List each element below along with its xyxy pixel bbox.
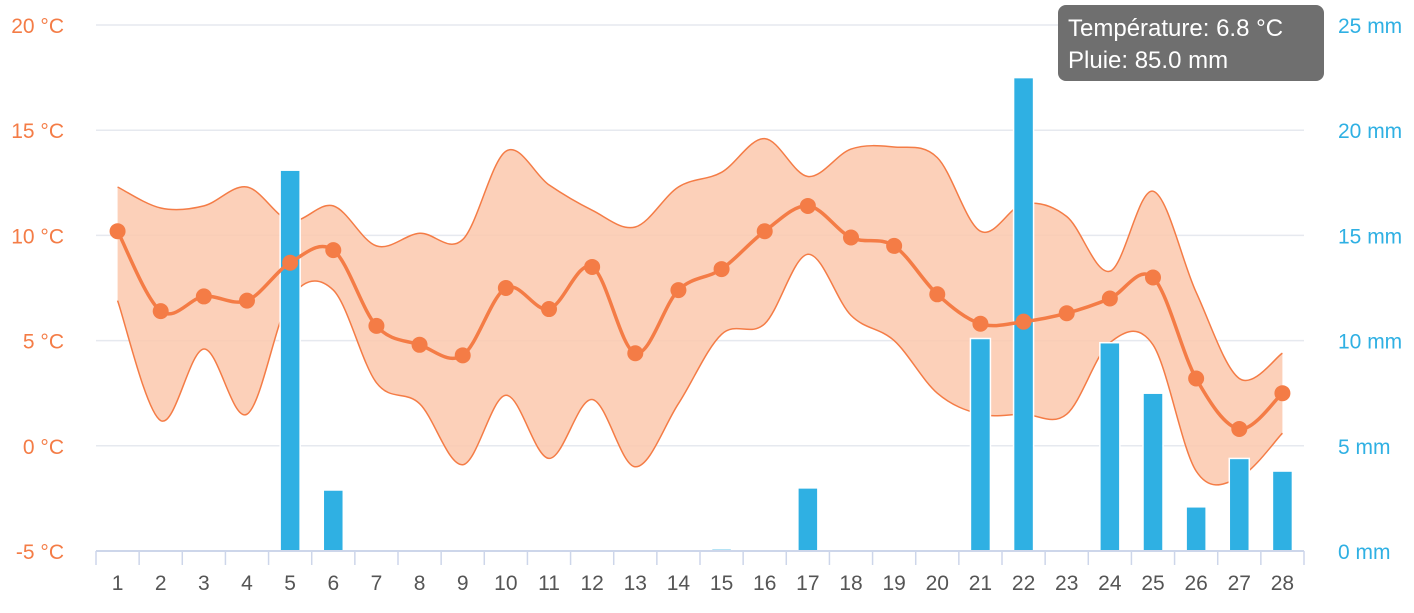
x-tick-label: 1 <box>112 572 124 595</box>
tooltip-temperature: Température: 6.8 °C <box>1068 15 1284 42</box>
y-left-tick-label: 10 °C <box>11 225 64 248</box>
temperature-range-fill <box>117 138 1283 485</box>
x-tick-label: 7 <box>371 572 383 595</box>
temperature-point[interactable] <box>282 254 299 271</box>
temperature-point[interactable] <box>584 258 601 275</box>
rain-bar[interactable] <box>1271 470 1294 552</box>
temperature-point[interactable] <box>886 237 903 254</box>
x-tick-label: 23 <box>1055 572 1078 595</box>
temperature-point[interactable] <box>497 280 514 296</box>
temperature-point[interactable] <box>1145 269 1161 286</box>
temperature-point[interactable] <box>541 301 557 318</box>
x-tick-label: 6 <box>327 572 339 595</box>
y-left-tick-label: 20 °C <box>11 15 64 38</box>
y-right-tick-label: 5 mm <box>1338 436 1391 459</box>
y-right-tick-label: 0 mm <box>1338 541 1391 564</box>
temperature-point[interactable] <box>1015 313 1032 330</box>
temperature-point[interactable] <box>1188 370 1205 387</box>
x-tick-label: 13 <box>624 572 647 595</box>
x-tick-label: 17 <box>796 572 819 595</box>
x-tick-label: 21 <box>969 572 992 595</box>
x-tick-label: 16 <box>753 572 776 595</box>
rain-bar[interactable] <box>797 487 819 552</box>
temperature-point[interactable] <box>929 286 946 303</box>
temperature-points <box>109 197 1291 437</box>
temperature-point[interactable] <box>325 242 342 259</box>
x-tick-label: 28 <box>1271 572 1294 595</box>
x-tick-label: 10 <box>494 572 517 595</box>
y-left-tick-label: 0 °C <box>23 436 64 459</box>
y-right-tick-label: 25 mm <box>1338 15 1402 38</box>
x-tick-label: 18 <box>839 572 862 595</box>
x-axis <box>95 550 1305 565</box>
tooltip: Température: 6.8 °C Pluie: 85.0 mm <box>1058 5 1324 81</box>
rain-bar[interactable] <box>1099 341 1121 552</box>
y-right-tick-label: 15 mm <box>1338 225 1402 248</box>
x-tick-label: 8 <box>414 572 426 595</box>
temperature-high-line <box>117 137 1283 382</box>
rain-bar[interactable] <box>1185 506 1207 552</box>
temperature-point[interactable] <box>756 223 773 240</box>
y-right-tick-label: 10 mm <box>1338 331 1402 354</box>
temperature-point[interactable] <box>1274 385 1291 402</box>
temperature-point[interactable] <box>713 261 730 278</box>
rain-bar[interactable] <box>1228 457 1251 552</box>
temperature-point[interactable] <box>195 288 212 305</box>
x-tick-label: 14 <box>667 572 691 595</box>
rain-bar[interactable] <box>322 489 345 552</box>
temperature-point[interactable] <box>454 347 471 364</box>
x-axis-tick-labels: 1 2 3 4 5 6 7 8 9 10 11 12 13 14 15 16 17 18 19 20 21 22 23 24 2… <box>112 572 1294 595</box>
temperature-point[interactable] <box>152 303 169 320</box>
y-left-tick-label: 5 °C <box>23 331 64 354</box>
x-tick-label: 9 <box>457 572 469 595</box>
x-tick-label: 26 <box>1184 572 1207 595</box>
temperature-point[interactable] <box>843 229 859 246</box>
temperature-point[interactable] <box>1058 305 1075 322</box>
y-right-tick-label: 20 mm <box>1338 120 1402 143</box>
temperature-point[interactable] <box>972 315 989 332</box>
x-tick-label: 25 <box>1141 572 1164 595</box>
x-tick-label: 22 <box>1012 572 1035 595</box>
temperature-point[interactable] <box>368 317 385 334</box>
y-axis-left-ticks: 20 °C 15 °C 10 °C 5 °C 0 °C -5 °C <box>11 15 64 564</box>
temperature-point[interactable] <box>670 282 687 299</box>
x-tick-label: 19 <box>882 572 905 595</box>
temperature-point[interactable] <box>627 345 644 362</box>
temperature-point[interactable] <box>799 197 816 214</box>
x-tick-label: 27 <box>1228 572 1251 595</box>
x-tick-label: 12 <box>580 572 603 595</box>
x-tick-label: 4 <box>241 572 253 595</box>
temperature-point[interactable] <box>109 223 126 240</box>
x-tick-label: 2 <box>155 572 167 595</box>
temperature-point[interactable] <box>239 292 255 309</box>
rain-bar[interactable] <box>1142 392 1164 552</box>
tooltip-rain: Pluie: 85.0 mm <box>1068 47 1229 74</box>
temperature-point[interactable] <box>1231 420 1248 437</box>
y-left-tick-label: 15 °C <box>11 120 64 143</box>
temperature-point[interactable] <box>1101 290 1118 307</box>
rain-bar[interactable] <box>969 337 992 552</box>
rain-bar[interactable] <box>279 169 301 552</box>
x-tick-label: 24 <box>1098 572 1122 595</box>
x-tick-label: 15 <box>710 572 733 595</box>
y-left-tick-label: -5 °C <box>16 541 64 564</box>
x-tick-label: 3 <box>198 572 210 595</box>
x-tick-label: 20 <box>926 572 949 595</box>
x-tick-label: 5 <box>284 572 296 595</box>
y-axis-right-ticks: 25 mm 20 mm 15 mm 10 mm 5 mm 0 mm <box>1338 15 1402 564</box>
temperature-point[interactable] <box>411 336 428 353</box>
x-tick-label: 11 <box>538 572 560 595</box>
